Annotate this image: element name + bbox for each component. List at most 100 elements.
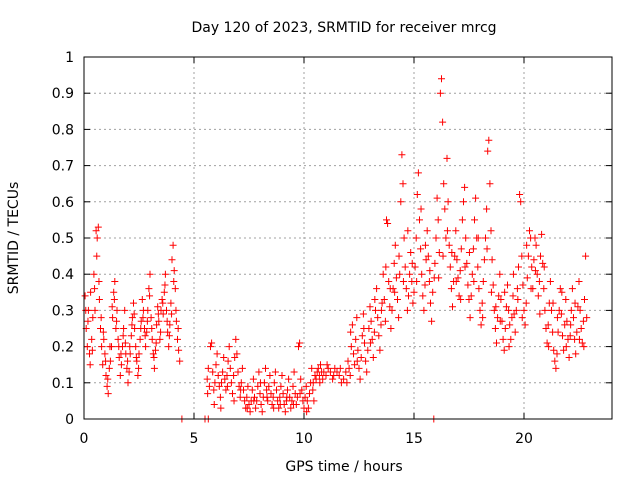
y-tick-label: 0 [65, 412, 74, 428]
data-point [115, 353, 123, 361]
data-point [303, 408, 311, 416]
data-point [448, 248, 456, 256]
data-point [486, 180, 494, 188]
data-point [290, 368, 298, 376]
data-point [574, 303, 582, 311]
data-point [364, 346, 372, 354]
data-point [251, 393, 258, 401]
data-point [230, 372, 238, 380]
data-point [501, 325, 509, 332]
data-point [557, 310, 565, 318]
data-point [474, 234, 482, 242]
data-point [451, 252, 459, 260]
data-point [95, 277, 103, 285]
data-point [369, 353, 377, 361]
data-point [152, 346, 159, 354]
data-point [218, 379, 225, 387]
data-point [86, 350, 93, 358]
data-point [579, 317, 587, 325]
data-point [522, 299, 530, 307]
data-point [236, 393, 244, 401]
data-point [462, 234, 470, 242]
data-point [517, 198, 525, 206]
data-point [570, 314, 577, 322]
data-point [289, 401, 297, 409]
data-point [535, 277, 543, 285]
data-point [235, 382, 243, 390]
data-point [394, 296, 401, 304]
data-point [95, 296, 103, 304]
data-point [506, 321, 514, 329]
data-point [250, 397, 258, 405]
data-point [329, 375, 337, 383]
data-point [546, 277, 554, 285]
data-point [496, 317, 504, 325]
data-point [501, 288, 509, 296]
data-point [550, 346, 558, 354]
data-point [395, 252, 403, 260]
data-point [433, 194, 441, 202]
data-point [461, 263, 469, 271]
data-point [322, 372, 330, 380]
data-point [421, 241, 429, 249]
data-point [94, 223, 102, 231]
data-point [492, 303, 500, 311]
data-point [163, 306, 170, 314]
data-point [468, 270, 476, 278]
data-point [354, 346, 362, 354]
data-point [474, 263, 482, 271]
data-point [482, 234, 489, 242]
data-point [426, 267, 434, 275]
data-point [381, 317, 389, 325]
data-point [432, 234, 440, 242]
data-point [374, 314, 382, 322]
data-point [484, 147, 492, 155]
data-point [419, 292, 427, 300]
data-point [205, 382, 213, 390]
data-point [210, 386, 218, 394]
data-point [422, 256, 430, 264]
data-point [564, 335, 572, 343]
data-point [170, 267, 178, 275]
data-point [455, 292, 463, 300]
data-point [404, 227, 412, 235]
data-point [223, 372, 231, 380]
data-point [399, 277, 407, 285]
data-point [372, 306, 379, 314]
data-point [487, 288, 495, 296]
data-point [353, 314, 361, 322]
data-point [515, 263, 522, 271]
data-point [90, 270, 98, 278]
y-axis-label: SRMTID / TECUs [6, 182, 22, 295]
data-point [516, 191, 524, 199]
data-point [145, 285, 153, 293]
data-point [466, 314, 474, 322]
data-point [504, 281, 511, 289]
data-point [144, 306, 152, 314]
data-point [494, 314, 502, 322]
data-point [449, 303, 456, 311]
data-point [114, 335, 122, 343]
data-point [446, 263, 454, 271]
data-point [371, 296, 379, 304]
data-point [496, 270, 504, 278]
data-point [560, 346, 568, 354]
y-tick-label: 0.1 [52, 376, 74, 392]
data-point [424, 252, 432, 260]
data-point [283, 393, 291, 401]
data-point [91, 285, 99, 293]
data-point [209, 368, 217, 376]
data-point [416, 216, 423, 224]
data-point [104, 375, 112, 383]
data-point [208, 339, 216, 347]
data-point [315, 372, 323, 380]
data-point [216, 393, 224, 401]
data-point [576, 306, 584, 314]
data-point [174, 335, 181, 343]
data-point [149, 350, 157, 358]
data-point [102, 357, 110, 365]
data-point [112, 325, 120, 332]
data-point [143, 317, 151, 325]
chart-title: Day 120 of 2023, SRMTID for receiver mrc… [191, 20, 496, 36]
